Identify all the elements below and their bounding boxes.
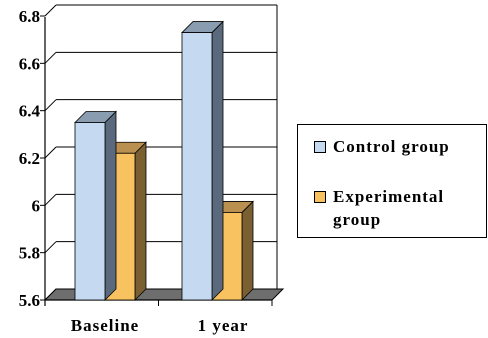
y-tick-label-1: 5.8 bbox=[19, 244, 40, 263]
x-category-label-0: Baseline bbox=[71, 316, 139, 335]
legend-label-control: Control group bbox=[333, 137, 450, 156]
gridline-depth-6 bbox=[44, 4, 57, 17]
bar-side-control-1 bbox=[211, 20, 224, 301]
legend-swatch-control bbox=[314, 141, 326, 153]
y-tick-label-2: 6 bbox=[32, 196, 41, 215]
bar-front-control-0 bbox=[74, 122, 106, 301]
x-category-label-1: 1 year bbox=[198, 316, 249, 335]
y-tick-label-5: 6.6 bbox=[19, 54, 40, 73]
legend-item-experimental: Experimental group bbox=[314, 185, 483, 231]
gridline-depth-1 bbox=[44, 241, 57, 254]
bar-side-experimental-0 bbox=[134, 141, 147, 301]
x-axis-category-labels: Baseline 1 year bbox=[71, 316, 249, 335]
bar-control-0 bbox=[74, 110, 117, 301]
bar-control-1 bbox=[181, 20, 224, 301]
y-axis-tick-labels: 5.6 5.8 6 6.2 6.4 6.6 6.8 bbox=[19, 7, 41, 310]
gridline-depth-2 bbox=[44, 193, 57, 206]
y-tick-label-4: 6.4 bbox=[19, 102, 41, 121]
gridline-depth-4 bbox=[44, 99, 57, 112]
bar-front-control-1 bbox=[181, 32, 213, 301]
bar-side-control-0 bbox=[104, 110, 117, 301]
chart-bars bbox=[74, 20, 254, 301]
chart-legend: Control group Experimental group bbox=[297, 124, 487, 238]
legend-item-control: Control group bbox=[314, 135, 483, 158]
gridline-depth-5 bbox=[44, 51, 57, 64]
y-tick-label-0: 5.6 bbox=[19, 291, 40, 310]
legend-swatch-experimental bbox=[314, 191, 326, 203]
legend-label-experimental: Experimental group bbox=[333, 187, 445, 229]
bar-side-experimental-1 bbox=[241, 200, 254, 301]
y-tick-label-6: 6.8 bbox=[19, 7, 40, 26]
gridline-depth-3 bbox=[44, 146, 57, 159]
y-tick-label-3: 6.2 bbox=[19, 149, 40, 168]
